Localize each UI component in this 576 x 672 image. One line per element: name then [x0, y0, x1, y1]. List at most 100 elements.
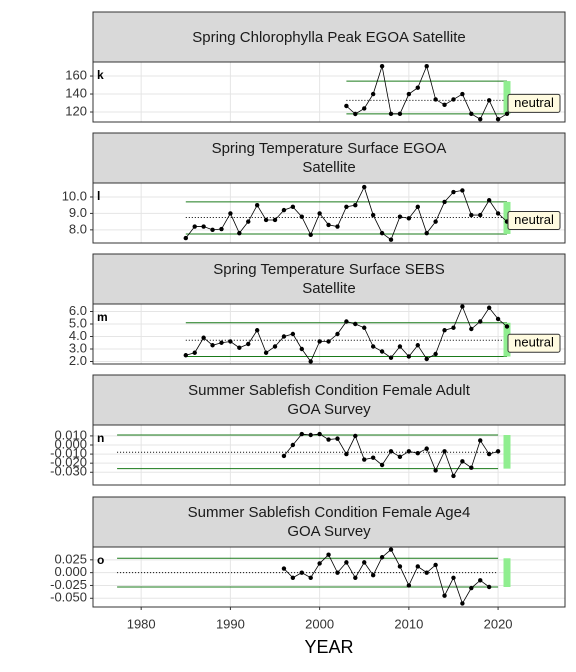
data-point [424, 63, 429, 69]
data-point [246, 219, 251, 224]
status-bar [503, 201, 511, 234]
data-point [290, 442, 296, 448]
panel-border [92, 424, 566, 486]
data-point [290, 575, 296, 580]
data-point [406, 583, 412, 588]
data-point [201, 224, 206, 229]
data-point [415, 450, 420, 456]
data-point [272, 217, 278, 223]
data-point [495, 211, 501, 216]
x-tick-label: 1980 [127, 616, 156, 631]
annotation-box [507, 333, 561, 353]
y-tick-label: -0.030 [50, 464, 87, 479]
data-point [460, 188, 465, 193]
data-point [442, 328, 447, 333]
annotation-box [507, 93, 561, 113]
data-point [228, 211, 233, 216]
data-point [486, 98, 492, 103]
annotation-box [507, 211, 561, 231]
data-point [469, 326, 474, 332]
y-tick-label: 0.000 [54, 564, 87, 579]
y-tick-label: 140 [65, 85, 87, 100]
data-point [254, 328, 260, 333]
data-point [308, 359, 313, 364]
annotation: neutral [514, 95, 554, 110]
data-point [469, 465, 474, 470]
data-point [299, 431, 304, 437]
data-point [442, 449, 447, 454]
data-point [317, 339, 322, 344]
y-tick-label: 3.0 [69, 340, 87, 355]
data-point [344, 103, 349, 109]
data-point [317, 211, 322, 216]
data-point [210, 227, 215, 233]
data-point [370, 344, 376, 349]
data-point [246, 341, 251, 347]
x-tick-label: 1990 [216, 616, 245, 631]
panel-bg [93, 62, 565, 122]
data-point [486, 584, 492, 590]
data-point [326, 222, 331, 228]
x-tick-label: 2010 [394, 616, 423, 631]
data-point [263, 350, 269, 355]
panel-border [92, 61, 566, 123]
y-tick-label: 4.0 [69, 328, 87, 343]
data-point [460, 91, 465, 97]
data-point [478, 319, 483, 324]
y-tick-label: 0.025 [54, 551, 87, 566]
y-tick-label: -0.025 [50, 577, 87, 592]
data-point [362, 560, 367, 565]
panel-border [92, 182, 566, 244]
data-point [397, 214, 403, 219]
data-point [335, 570, 340, 575]
panel-label: l [97, 189, 100, 203]
data-line [283, 548, 490, 605]
data-point [442, 199, 447, 205]
data-point [486, 305, 492, 310]
data-point [326, 339, 331, 344]
data-point [424, 230, 429, 236]
strip [92, 253, 566, 305]
data-point [415, 564, 420, 569]
data-point [504, 324, 510, 329]
data-point [263, 217, 269, 223]
data-point [397, 344, 403, 349]
data-point [460, 304, 465, 309]
data-point [237, 230, 242, 236]
data-point [210, 343, 215, 348]
data-point [362, 325, 367, 330]
panel-label: n [97, 431, 104, 445]
y-tick-label: 8.0 [69, 221, 87, 236]
data-point [486, 451, 492, 457]
data-point [406, 354, 412, 359]
panel-label: o [97, 553, 104, 567]
x-tick-label: 2000 [305, 616, 334, 631]
data-point [433, 468, 438, 473]
data-point [254, 202, 260, 208]
data-point [344, 451, 349, 457]
data-point [335, 331, 340, 337]
data-point [379, 555, 385, 560]
data-point [495, 316, 501, 322]
data-point [379, 462, 385, 468]
data-point [335, 436, 340, 441]
data-point [353, 321, 358, 327]
data-point [451, 575, 456, 580]
data-point [183, 353, 188, 358]
panel-border [92, 546, 566, 608]
data-point [379, 230, 385, 236]
strip [92, 496, 566, 548]
panel-title: Spring Temperature Surface EGOA Satellit… [211, 140, 447, 176]
data-point [192, 350, 197, 355]
data-point [486, 198, 492, 203]
data-point [228, 339, 233, 344]
data-point [353, 111, 358, 117]
data-point [397, 454, 403, 460]
data-point [281, 453, 287, 459]
data-point [460, 459, 465, 464]
data-point [290, 204, 296, 210]
data-point [308, 575, 313, 580]
data-point [415, 204, 420, 210]
data-point [370, 455, 376, 460]
